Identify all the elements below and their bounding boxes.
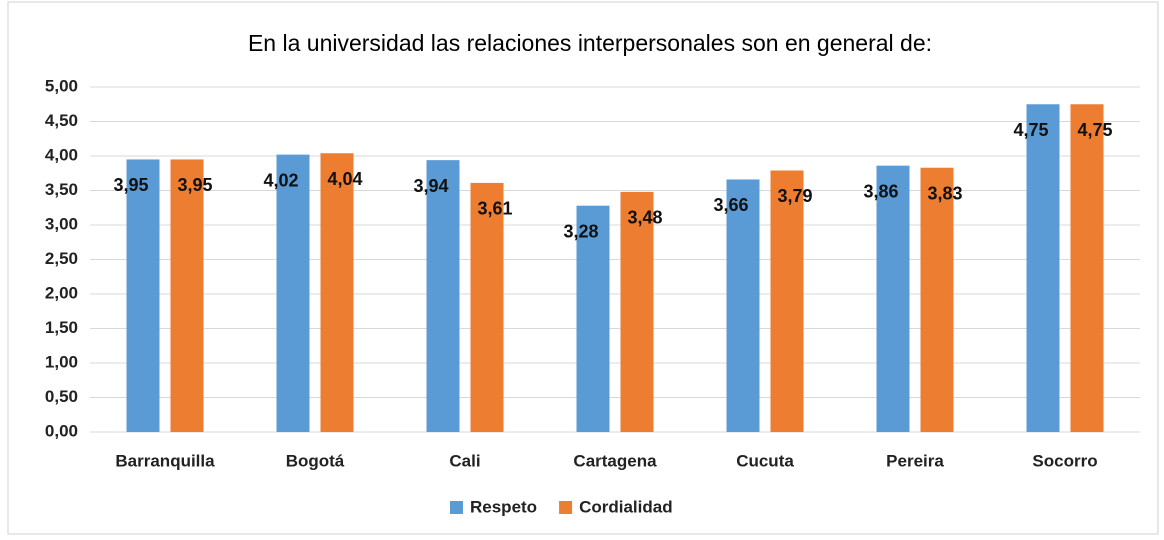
legend-label: Respeto [470,497,537,516]
bar [126,159,160,432]
bar [726,179,760,432]
bar [1026,104,1060,432]
bar [426,160,460,432]
data-label: 3,95 [177,175,212,195]
x-tick-label: Bogotá [286,451,345,470]
y-tick-label: 3,00 [45,214,78,233]
bar [276,154,310,432]
data-label: 3,79 [777,186,812,206]
x-tick-label: Barranquilla [115,451,215,470]
y-tick-label: 3,50 [45,180,78,199]
data-label: 3,66 [713,195,748,215]
y-tick-label: 1,00 [45,352,78,371]
y-tick-label: 0,50 [45,387,78,406]
data-label: 4,75 [1077,120,1112,140]
data-label: 4,75 [1013,120,1048,140]
x-tick-label: Cucuta [736,451,794,470]
bar [320,153,354,433]
bar [170,159,204,432]
y-tick-label: 1,50 [45,318,78,337]
y-tick-label: 2,00 [45,283,78,302]
y-tick-label: 5,00 [45,76,78,95]
data-label: 3,94 [413,176,448,196]
data-label: 3,48 [627,208,662,228]
bar [920,167,954,433]
data-label: 4,02 [263,170,298,190]
bar [470,182,504,432]
data-label: 4,04 [327,169,362,189]
y-tick-label: 2,50 [45,249,78,268]
y-tick-label: 4,50 [45,111,78,130]
y-tick-label: 4,00 [45,145,78,164]
chart-title: En la universidad las relaciones interpe… [248,30,932,56]
bar [620,191,654,432]
data-label: 3,61 [477,199,512,219]
x-tick-label: Socorro [1032,451,1097,470]
data-label: 3,95 [113,175,148,195]
legend-swatch [450,501,463,514]
data-label: 3,28 [563,221,598,241]
bar [1070,104,1104,432]
data-label: 3,86 [863,181,898,201]
legend-swatch [559,501,573,514]
x-tick-label: Cartagena [573,451,657,470]
bar [876,165,910,432]
bar [770,170,804,433]
bar [576,205,610,432]
legend-label: Cordialidad [579,497,673,516]
data-label: 3,83 [927,183,962,203]
y-tick-label: 0,00 [45,421,78,440]
x-tick-label: Pereira [886,451,944,470]
x-tick-label: Cali [449,451,480,470]
